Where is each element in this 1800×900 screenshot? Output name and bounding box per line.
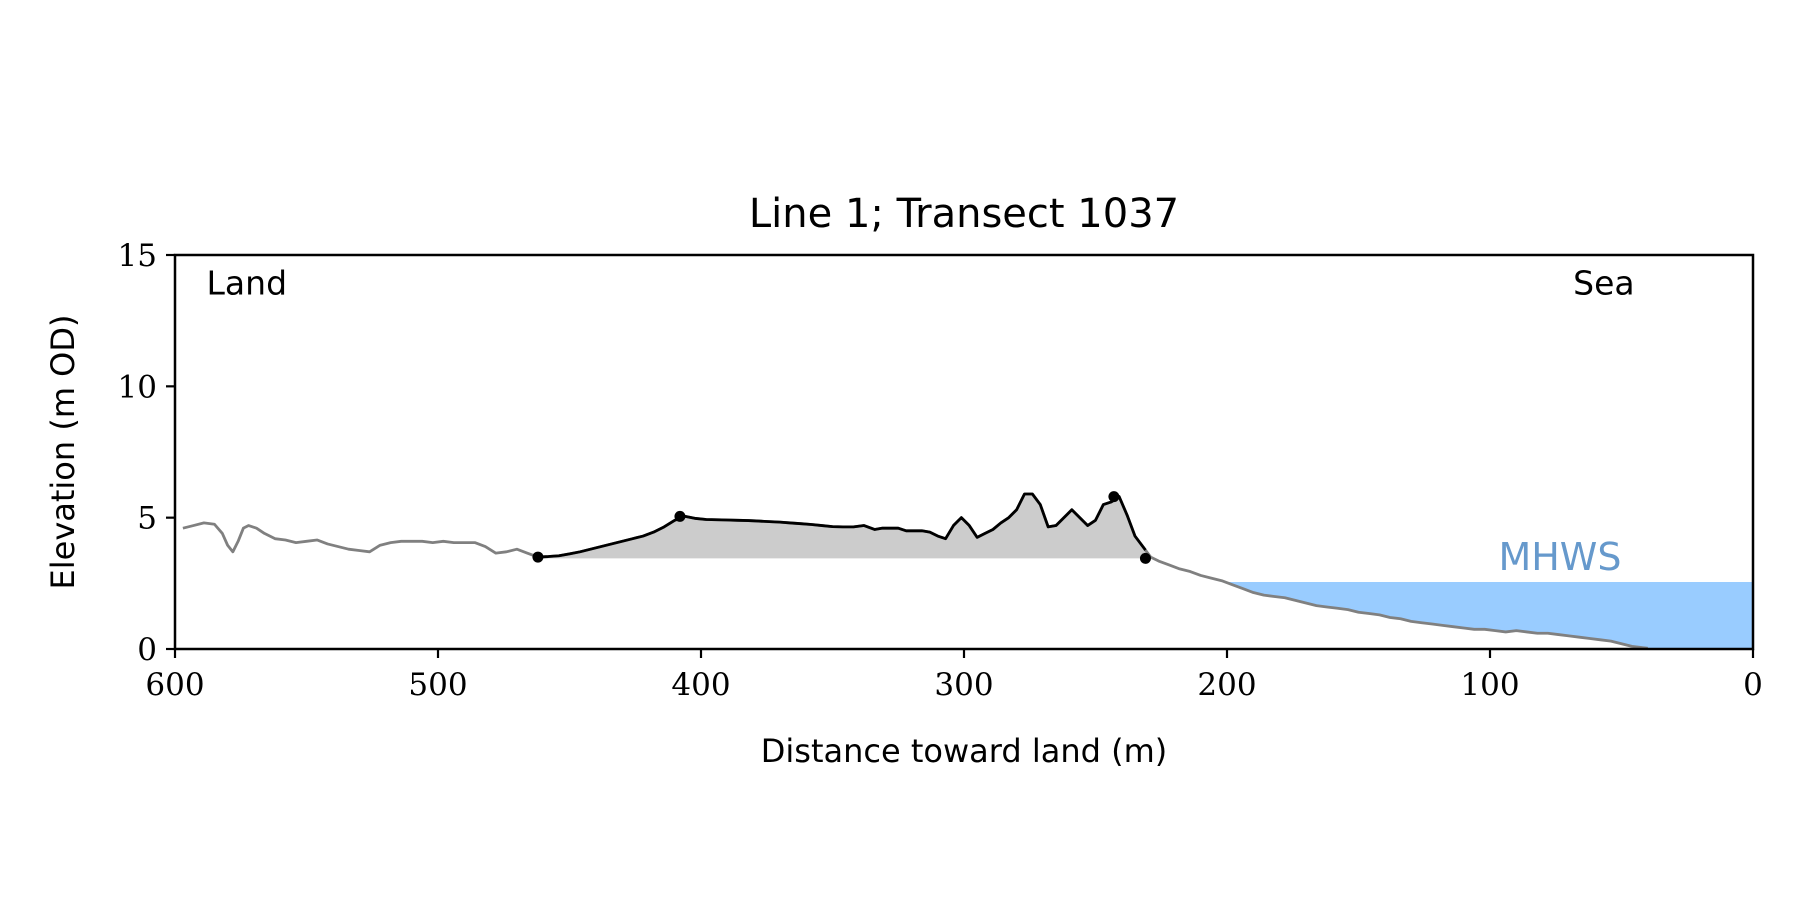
y-tick-label-2: 10	[118, 369, 157, 405]
mhws-water-area	[1227, 582, 1753, 649]
dune-fill-area	[537, 494, 1146, 559]
y-tick-label-3: 15	[118, 238, 157, 274]
y-tick-label-1: 5	[137, 501, 157, 537]
dune-point-2	[1108, 491, 1120, 503]
land-annotation: Land	[207, 263, 287, 302]
x-tick-label-6: 0	[1743, 667, 1763, 703]
x-tick-label-0: 600	[145, 667, 204, 703]
y-axis-label: Elevation (m OD)	[44, 315, 82, 590]
dune-point-0	[532, 551, 544, 563]
dune-line	[537, 492, 1147, 559]
axis-ticks: 600 500 400 300 200 100 0 0 5 10 15	[118, 238, 1763, 703]
x-tick-label-3: 300	[934, 667, 993, 703]
chart-title: Line 1; Transect 1037	[749, 191, 1179, 237]
mhws-label: MHWS	[1498, 535, 1621, 579]
x-tick-label-5: 100	[1460, 667, 1519, 703]
y-tick-label-0: 0	[137, 632, 157, 668]
x-tick-label-4: 200	[1197, 667, 1256, 703]
dune-point-1	[674, 510, 686, 522]
sea-annotation: Sea	[1573, 263, 1634, 302]
dune-point-3	[1139, 552, 1151, 564]
plot-area	[182, 491, 1753, 650]
profile-line	[182, 492, 1648, 650]
x-tick-label-2: 400	[671, 667, 730, 703]
x-tick-label-1: 500	[408, 667, 467, 703]
x-axis-label: Distance toward land (m)	[761, 732, 1167, 770]
